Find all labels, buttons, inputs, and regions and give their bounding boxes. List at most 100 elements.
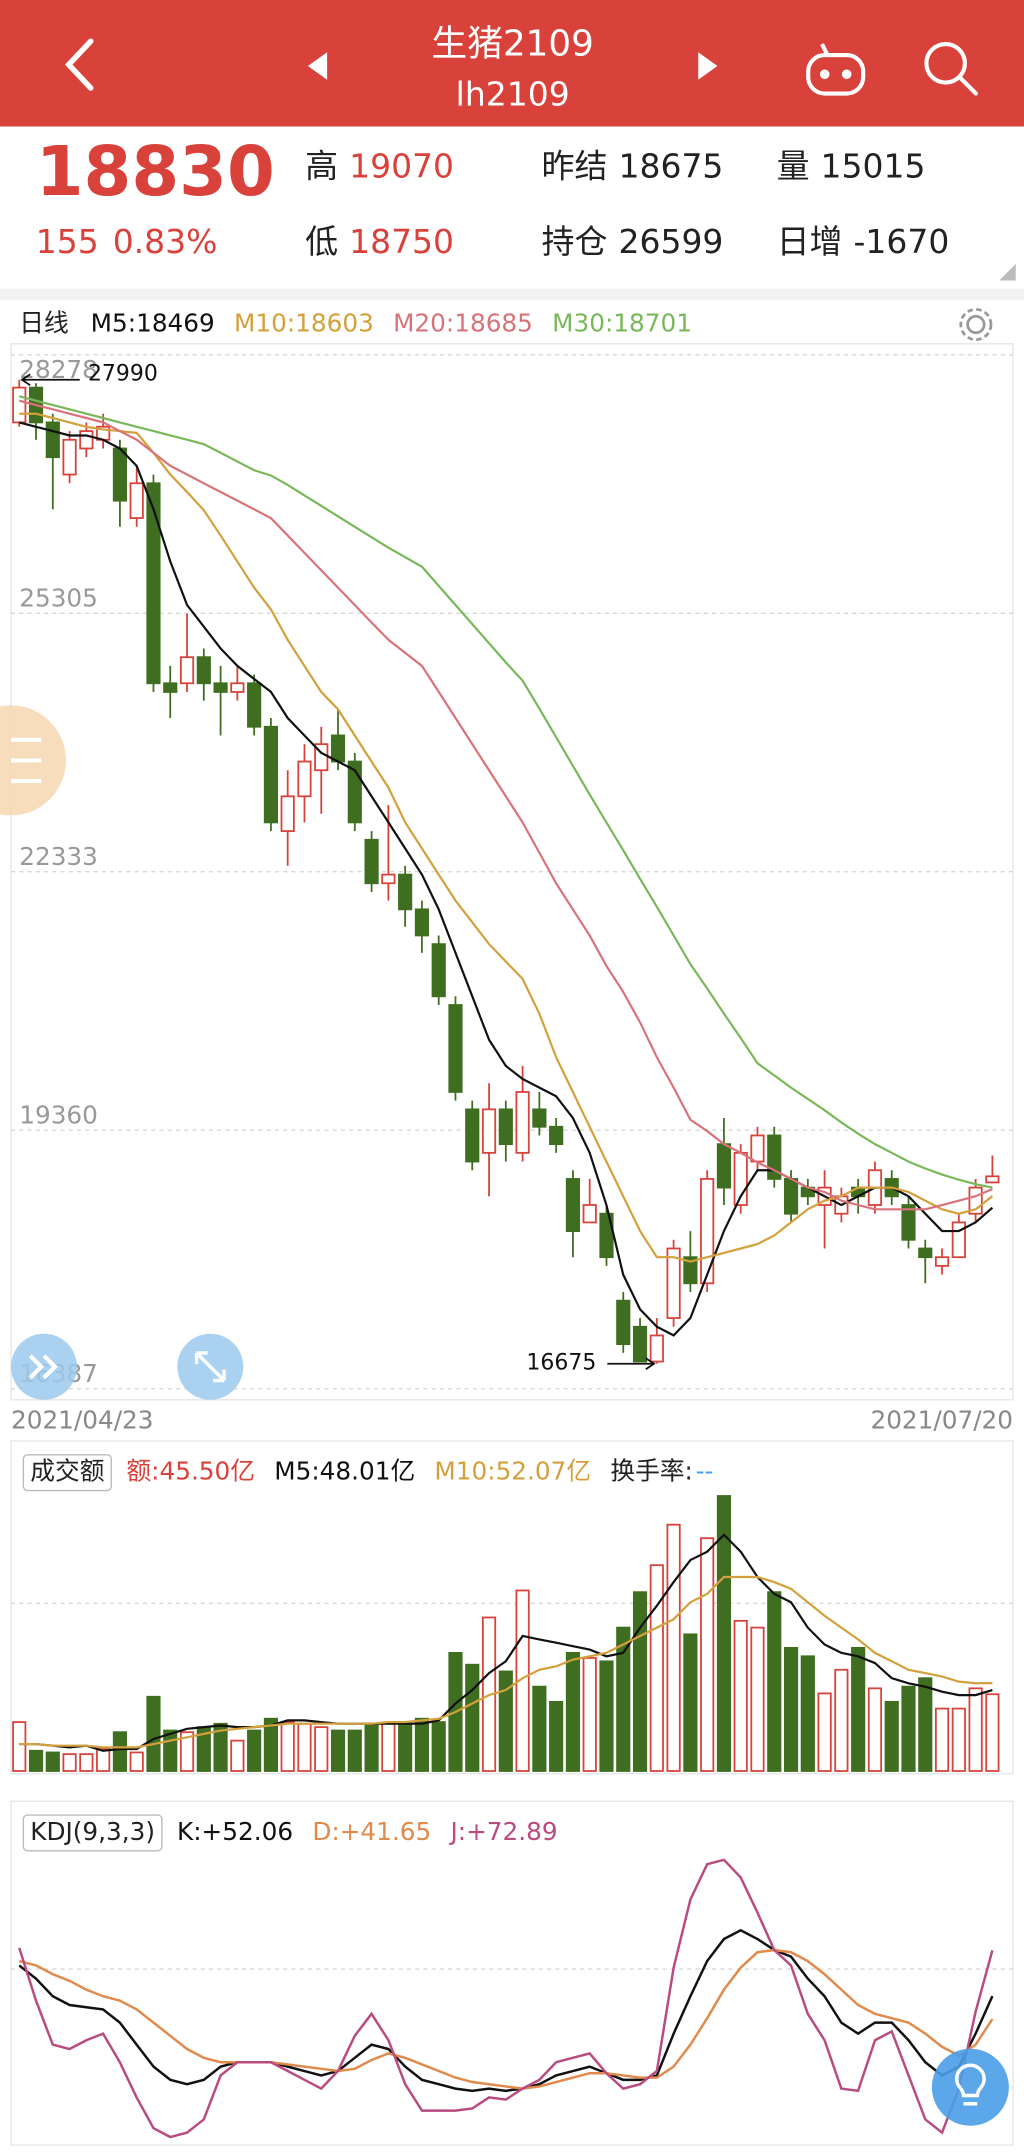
x-tick-label: 2021/04/23 [11, 1406, 154, 1435]
volume-bar [247, 1729, 262, 1772]
candle-body [985, 1175, 1000, 1184]
candle-body [448, 1004, 463, 1093]
more-button[interactable] [10, 1333, 77, 1400]
volume-bar [549, 1700, 564, 1772]
candle-body [297, 760, 312, 798]
volume-bar [532, 1685, 547, 1772]
candle-body [230, 682, 245, 693]
field-value: 15015 [821, 146, 926, 185]
volume-bar [330, 1729, 346, 1772]
candle-body [381, 873, 396, 885]
settings-icon[interactable] [959, 308, 993, 341]
next-contract[interactable] [698, 52, 718, 80]
candle-body [163, 682, 178, 693]
field-label: 昨结 [542, 146, 608, 185]
field-label: 日增 [777, 222, 843, 261]
last-price: 18830 [36, 132, 275, 212]
high-annotation: 27990 [88, 361, 158, 386]
side-menu[interactable] [0, 705, 66, 816]
volume-ma-line [19, 1533, 993, 1752]
volume-bar [62, 1753, 77, 1772]
volume-bar [280, 1721, 295, 1772]
candle-body [364, 838, 379, 885]
candle-body [414, 908, 430, 937]
volume-bar [364, 1722, 379, 1772]
volume-bar [28, 1749, 44, 1772]
candle-body [515, 1091, 530, 1154]
candle-body [112, 447, 127, 502]
legend-entry: M10:52.07亿 [434, 1457, 591, 1486]
volume-bar [263, 1717, 278, 1772]
candle-body [901, 1204, 916, 1241]
volume-bar [716, 1495, 732, 1772]
separator [0, 288, 1024, 300]
field-value: 18750 [349, 222, 454, 261]
candle-body [498, 1108, 513, 1146]
back-button[interactable] [64, 38, 94, 91]
volume-bar [213, 1722, 228, 1772]
volume-frame [10, 1440, 1014, 1775]
quote-fields: 高 19070 低 18750 昨结 18675 持仓 26599 量 15015 日增 -1670 [305, 146, 949, 261]
candle-body [750, 1134, 765, 1163]
corner-mark [999, 264, 1016, 281]
search-icon[interactable] [924, 41, 978, 96]
field-label: 量 [777, 146, 810, 185]
candle-body [465, 1108, 480, 1163]
candle-body [62, 438, 77, 476]
candle-body [549, 1125, 564, 1146]
field-value: 26599 [619, 222, 724, 261]
volume-ma-line [19, 1575, 993, 1749]
field-label: 低 [305, 222, 338, 261]
tips-button[interactable] [931, 2048, 1009, 2126]
volume-bar [129, 1751, 144, 1772]
candle-body [700, 1178, 715, 1285]
volume-bar [817, 1692, 832, 1772]
robot-icon[interactable] [806, 43, 866, 96]
candle-body [934, 1256, 950, 1267]
contract-code: lh2109 [456, 75, 570, 114]
volume-bar [834, 1668, 849, 1772]
field-value: -1670 [854, 222, 950, 261]
volume-bar [12, 1721, 27, 1772]
volume-bar [112, 1731, 127, 1772]
volume-bar [985, 1693, 1000, 1772]
candle-body [683, 1256, 698, 1285]
volume-bar [632, 1591, 648, 1772]
volume-bar [599, 1660, 614, 1772]
low-annotation: 16675 [526, 1351, 596, 1376]
volume-bar [96, 1748, 111, 1772]
turnover-value: -- [696, 1457, 714, 1486]
top-bar [0, 0, 1024, 127]
candle-body [918, 1247, 933, 1259]
volume-bar [431, 1721, 446, 1772]
candle-body [196, 656, 211, 685]
volume-bar [565, 1652, 581, 1772]
volume-bar [582, 1657, 597, 1772]
legend-entry: M5:18469 [91, 308, 215, 337]
candle-body [649, 1334, 664, 1363]
y-tick-label: 25305 [19, 584, 98, 613]
legend-entry: M5:48.01亿 [274, 1457, 415, 1486]
volume-bar [45, 1751, 60, 1772]
volume-bar [951, 1707, 966, 1772]
volume-bar [398, 1722, 413, 1772]
volume-bar [179, 1731, 195, 1772]
prev-contract[interactable] [307, 52, 328, 80]
candle-body [79, 430, 94, 450]
candle-body [179, 656, 195, 685]
volume-bar [79, 1753, 94, 1772]
expand-button[interactable] [177, 1333, 244, 1400]
candle-body [330, 734, 346, 763]
ma-line [18, 395, 993, 1189]
period-label: 日线 [19, 308, 68, 337]
field-value: 18675 [619, 146, 724, 185]
volume-bar [733, 1619, 748, 1772]
candle-body [398, 873, 413, 911]
kdj-line [18, 1928, 994, 2093]
volume-bar [918, 1677, 933, 1772]
contract-title: 生猪2109 [431, 23, 593, 64]
candle-body [146, 482, 161, 685]
legend-box [22, 1814, 163, 1852]
volume-bar [851, 1646, 866, 1772]
ma-line [19, 412, 994, 1263]
